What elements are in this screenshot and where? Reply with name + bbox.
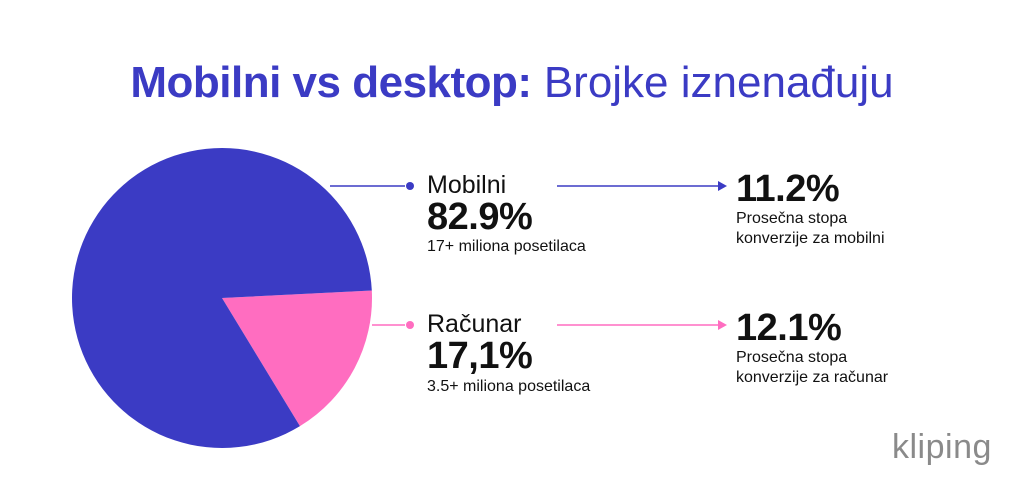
- mobile-connector-dot: [406, 182, 414, 190]
- mobile-conversion-desc-2: konverzije za mobilni: [736, 230, 885, 247]
- desktop-conversion-desc-1: Prosečna stopa: [736, 349, 848, 366]
- mobile-arrow-head: [718, 181, 727, 191]
- desktop-connector-dot: [406, 321, 414, 329]
- desktop-conversion-desc-2: konverzije za računar: [736, 369, 889, 386]
- desktop-visitors: 3.5+ miliona posetilaca: [427, 378, 591, 395]
- mobile-conversion: 11.2%: [736, 168, 840, 210]
- title-light: Brojke iznenađuju: [543, 58, 894, 107]
- mobile-visitors: 17+ miliona posetilaca: [427, 238, 586, 255]
- pie-slice-raunar: [222, 290, 372, 427]
- title-bold: Mobilni vs desktop:: [130, 58, 532, 107]
- mobile-share: 82.9%: [427, 196, 533, 238]
- kliping-logo: kliping: [892, 428, 992, 466]
- mobile-name: Mobilni: [427, 171, 507, 199]
- desktop-conversion: 12.1%: [736, 307, 842, 349]
- desktop-share: 17,1%: [427, 335, 533, 377]
- desktop-arrow-head: [718, 320, 727, 330]
- page-title: Mobilni vs desktop: Brojke iznenađuju: [0, 58, 1024, 108]
- mobile-conversion-desc-1: Prosečna stopa: [736, 210, 848, 227]
- pie-slice-mobilni: [71, 148, 372, 449]
- desktop-name: Računar: [427, 310, 522, 338]
